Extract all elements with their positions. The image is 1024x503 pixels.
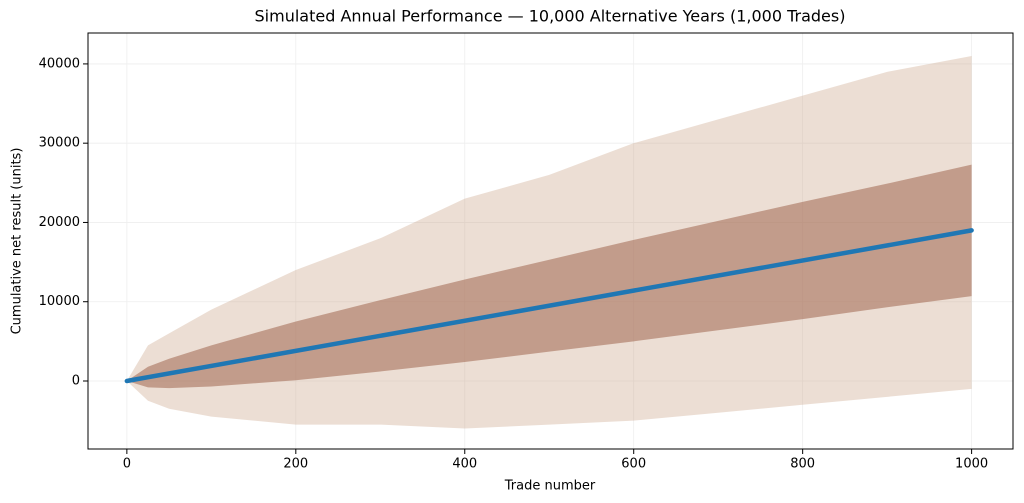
y-tick-label: 40000 [39,56,80,71]
x-axis-label: Trade number [504,479,596,494]
y-tick-label: 20000 [39,215,80,230]
x-tick-label: 400 [452,457,477,472]
x-tick-label: 200 [283,457,308,472]
x-tick-label: 0 [123,457,131,472]
x-tick-label: 1000 [955,457,988,472]
y-tick-label: 10000 [39,294,80,309]
simulation-band [126,164,972,389]
x-tick-label: 800 [790,457,815,472]
chart-title: Simulated Annual Performance — 10,000 Al… [255,7,846,26]
plot-frame [87,32,1014,450]
y-tick-label: 30000 [39,136,80,151]
x-tick-label: 600 [621,457,646,472]
mean-line [124,228,974,384]
y-tick-label: 0 [72,373,80,388]
y-axis-label: Cumulative net result (units) [10,148,25,335]
